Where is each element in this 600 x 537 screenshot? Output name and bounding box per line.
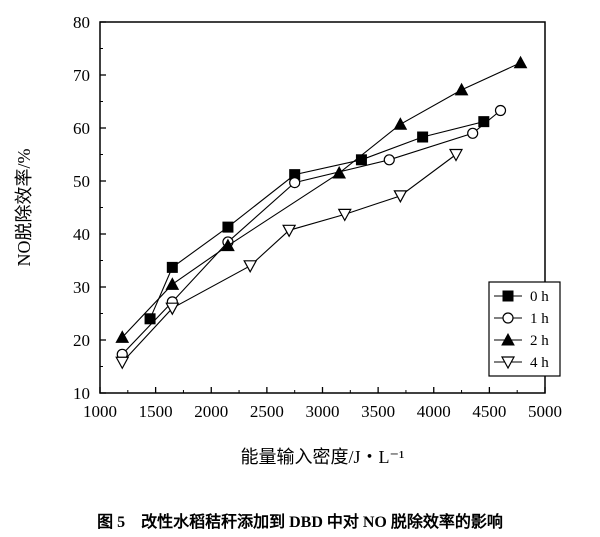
series-0h-point [478, 116, 490, 128]
series-1h-point [289, 176, 301, 189]
series-2h-line [121, 62, 521, 338]
legend-0h-label: 0 h [530, 289, 549, 305]
y-tick-label: 20 [73, 331, 90, 350]
series-0h-point [222, 221, 234, 233]
series-2h-point [454, 82, 469, 96]
chart-svg: 1000 1500 2000 2500 3000 3500 4000 4500 5000 10 20… [14, 13, 562, 467]
legend-4h-label: 4 h [530, 355, 549, 371]
series-4h-point [243, 260, 258, 274]
series-0h-point [166, 261, 178, 273]
series-4h-point [448, 148, 464, 162]
legend-0h-marker [502, 290, 514, 302]
series-1h-point [383, 154, 395, 166]
series-0h-point [417, 131, 429, 143]
series-4h-point [337, 208, 352, 222]
y-tick-label: 10 [73, 384, 90, 403]
series-2h-point [115, 330, 130, 343]
y-tick-label: 80 [73, 13, 90, 32]
legend-box [488, 281, 561, 377]
x-tick-label: 2000 [194, 402, 228, 421]
x-axis-label: 能量输入密度/J・L⁻¹ [241, 447, 405, 467]
series-0h-line [149, 121, 484, 320]
legend-2h-marker [501, 332, 515, 346]
y-tick-label: 60 [73, 119, 90, 138]
legend-4h-marker [500, 356, 516, 370]
y-tick-label: 40 [73, 225, 90, 244]
series-1h-point [467, 127, 479, 139]
x-tick-label: 1500 [139, 402, 173, 421]
legend-1h-label: 1 h [530, 311, 549, 327]
plot-series [115, 55, 528, 370]
series-4h-point [393, 190, 408, 204]
series-2h-point [393, 117, 408, 130]
x-tick-label: 3500 [361, 402, 395, 421]
x-tick-label: 4500 [472, 402, 506, 421]
x-tick-label: 5000 [528, 402, 562, 421]
legend: 0 h 1 h 2 h 4 h [488, 281, 561, 377]
y-tick-label: 70 [73, 66, 90, 85]
series-2h-point [513, 55, 528, 69]
x-tick-label: 2500 [250, 402, 284, 421]
y-tick-label: 50 [73, 172, 90, 191]
series-2h-point [165, 277, 180, 290]
figure-caption: 图 5 改性水稻秸秆添加到 DBD 中对 NO 脱除效率的影响 [97, 514, 503, 531]
series-0h-point [144, 313, 156, 325]
series-2h-point [332, 166, 347, 179]
series-1h-line [121, 110, 501, 355]
plot-axes: 1000 1500 2000 2500 3000 3500 4000 4500 5000 10 20… [73, 13, 562, 421]
legend-2h-label: 2 h [530, 333, 549, 349]
x-tick-label: 3000 [306, 402, 340, 421]
plot-frame [99, 21, 546, 394]
legend-1h-marker [502, 312, 514, 324]
x-tick-label: 1000 [83, 402, 117, 421]
series-4h-point [115, 356, 130, 370]
series-0h-point [355, 154, 367, 166]
series-4h-point [165, 302, 180, 316]
y-axis-label: NO脱除效率/% [14, 149, 34, 267]
x-tick-label: 4000 [417, 402, 451, 421]
y-tick-label: 30 [73, 278, 90, 297]
series-4h-point [282, 224, 297, 238]
series-1h-point [494, 104, 507, 117]
series-4h-line [121, 154, 457, 363]
series-2h-point [221, 238, 235, 252]
